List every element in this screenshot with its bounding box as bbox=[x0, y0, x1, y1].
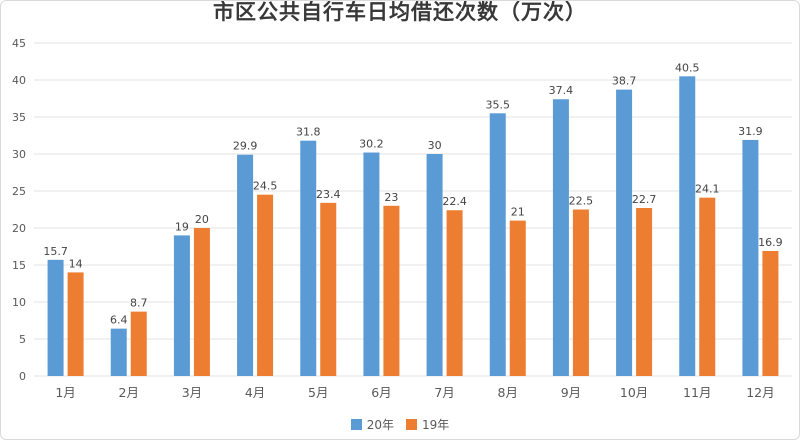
data-label: 29.9 bbox=[233, 140, 258, 153]
bar-19年-1月 bbox=[67, 272, 84, 376]
y-tick-label: 10 bbox=[12, 296, 26, 309]
x-tick-label: 3月 bbox=[182, 385, 202, 400]
x-tick-label: 2月 bbox=[119, 385, 139, 400]
data-label: 22.4 bbox=[442, 195, 467, 208]
bar-20年-12月 bbox=[742, 139, 759, 376]
bar-19年-9月 bbox=[572, 209, 589, 376]
data-label: 20 bbox=[195, 213, 209, 226]
data-label: 6.4 bbox=[110, 314, 128, 327]
bar-19年-6月 bbox=[383, 205, 400, 376]
x-tick-label: 12月 bbox=[746, 385, 774, 400]
bar-20年-2月 bbox=[110, 328, 127, 376]
bar-19年-8月 bbox=[509, 220, 526, 376]
data-label: 40.5 bbox=[675, 61, 700, 74]
bar-19年-11月 bbox=[699, 197, 716, 376]
bar-19年-12月 bbox=[762, 250, 779, 376]
data-label: 38.7 bbox=[612, 75, 637, 88]
bar-19年-4月 bbox=[257, 194, 274, 376]
x-tick-label: 11月 bbox=[683, 385, 711, 400]
legend-label-19: 19年 bbox=[422, 418, 450, 432]
x-tick-label: 5月 bbox=[308, 385, 328, 400]
bar-20年-4月 bbox=[237, 154, 254, 376]
legend: 20年 19年 bbox=[1, 416, 799, 433]
y-tick-label: 20 bbox=[12, 222, 26, 235]
x-tick-label: 7月 bbox=[434, 385, 454, 400]
bar-chart: 0 5 10 15 20 25 30 35 40 45 15.714 1月 6.48.7 2月 19 20 3月… bbox=[12, 37, 792, 400]
legend-item-series-19: 19年 bbox=[406, 416, 449, 433]
data-label: 23 bbox=[384, 191, 398, 204]
legend-swatch-20-icon bbox=[350, 419, 362, 430]
bar-19年-7月 bbox=[446, 210, 463, 376]
y-tick-label: 40 bbox=[12, 74, 26, 87]
data-label: 30 bbox=[428, 139, 442, 152]
bar-20年-3月 bbox=[173, 235, 190, 376]
x-tick-label: 8月 bbox=[498, 385, 518, 400]
legend-swatch-19-icon bbox=[406, 419, 417, 430]
data-label: 31.8 bbox=[296, 126, 321, 139]
bar-20年-11月 bbox=[679, 76, 696, 377]
data-label: 8.7 bbox=[130, 297, 148, 310]
y-tick-label: 25 bbox=[12, 185, 26, 198]
data-label: 31.9 bbox=[738, 125, 763, 138]
data-label: 37.4 bbox=[549, 84, 574, 97]
y-tick-label: 35 bbox=[12, 111, 26, 124]
bar-19年-10月 bbox=[636, 208, 653, 376]
data-label: 22.7 bbox=[632, 193, 657, 206]
legend-label-20: 20年 bbox=[366, 418, 394, 432]
data-label: 23.4 bbox=[316, 188, 341, 201]
data-label: 24.1 bbox=[695, 183, 720, 196]
data-label: 21 bbox=[511, 206, 525, 219]
data-label: 19 bbox=[175, 220, 189, 233]
data-label: 15.7 bbox=[43, 245, 68, 258]
x-tick-label: 10月 bbox=[620, 385, 648, 400]
bar-20年-9月 bbox=[552, 99, 569, 377]
y-tick-label: 15 bbox=[12, 259, 26, 272]
data-label: 22.5 bbox=[569, 195, 594, 208]
bar-20年-10月 bbox=[616, 89, 633, 376]
x-tick-label: 1月 bbox=[55, 385, 75, 400]
data-label: 24.5 bbox=[253, 180, 278, 193]
bar-19年-2月 bbox=[130, 311, 147, 376]
y-tick-label: 0 bbox=[19, 370, 26, 383]
data-label: 16.9 bbox=[758, 236, 783, 249]
data-label: 35.5 bbox=[486, 98, 511, 111]
data-label: 14 bbox=[69, 257, 83, 270]
bar-20年-1月 bbox=[47, 259, 64, 376]
bar-19年-5月 bbox=[320, 202, 337, 376]
y-tick-label: 30 bbox=[12, 148, 26, 161]
bar-20年-8月 bbox=[489, 113, 506, 377]
bar-19年-3月 bbox=[193, 228, 210, 376]
y-tick-label: 45 bbox=[12, 37, 26, 50]
y-tick-label: 5 bbox=[19, 333, 26, 346]
bar-20年-5月 bbox=[300, 140, 317, 376]
chart-title: 市区公共自行车日均借还次数（万次） bbox=[213, 0, 587, 24]
data-label: 30.2 bbox=[359, 138, 384, 151]
x-tick-label: 9月 bbox=[561, 385, 581, 400]
bar-20年-6月 bbox=[363, 152, 380, 376]
x-tick-label: 6月 bbox=[371, 385, 391, 400]
x-tick-label: 4月 bbox=[245, 385, 265, 400]
legend-item-series-20: 20年 bbox=[350, 416, 394, 433]
bar-20年-7月 bbox=[426, 154, 443, 376]
